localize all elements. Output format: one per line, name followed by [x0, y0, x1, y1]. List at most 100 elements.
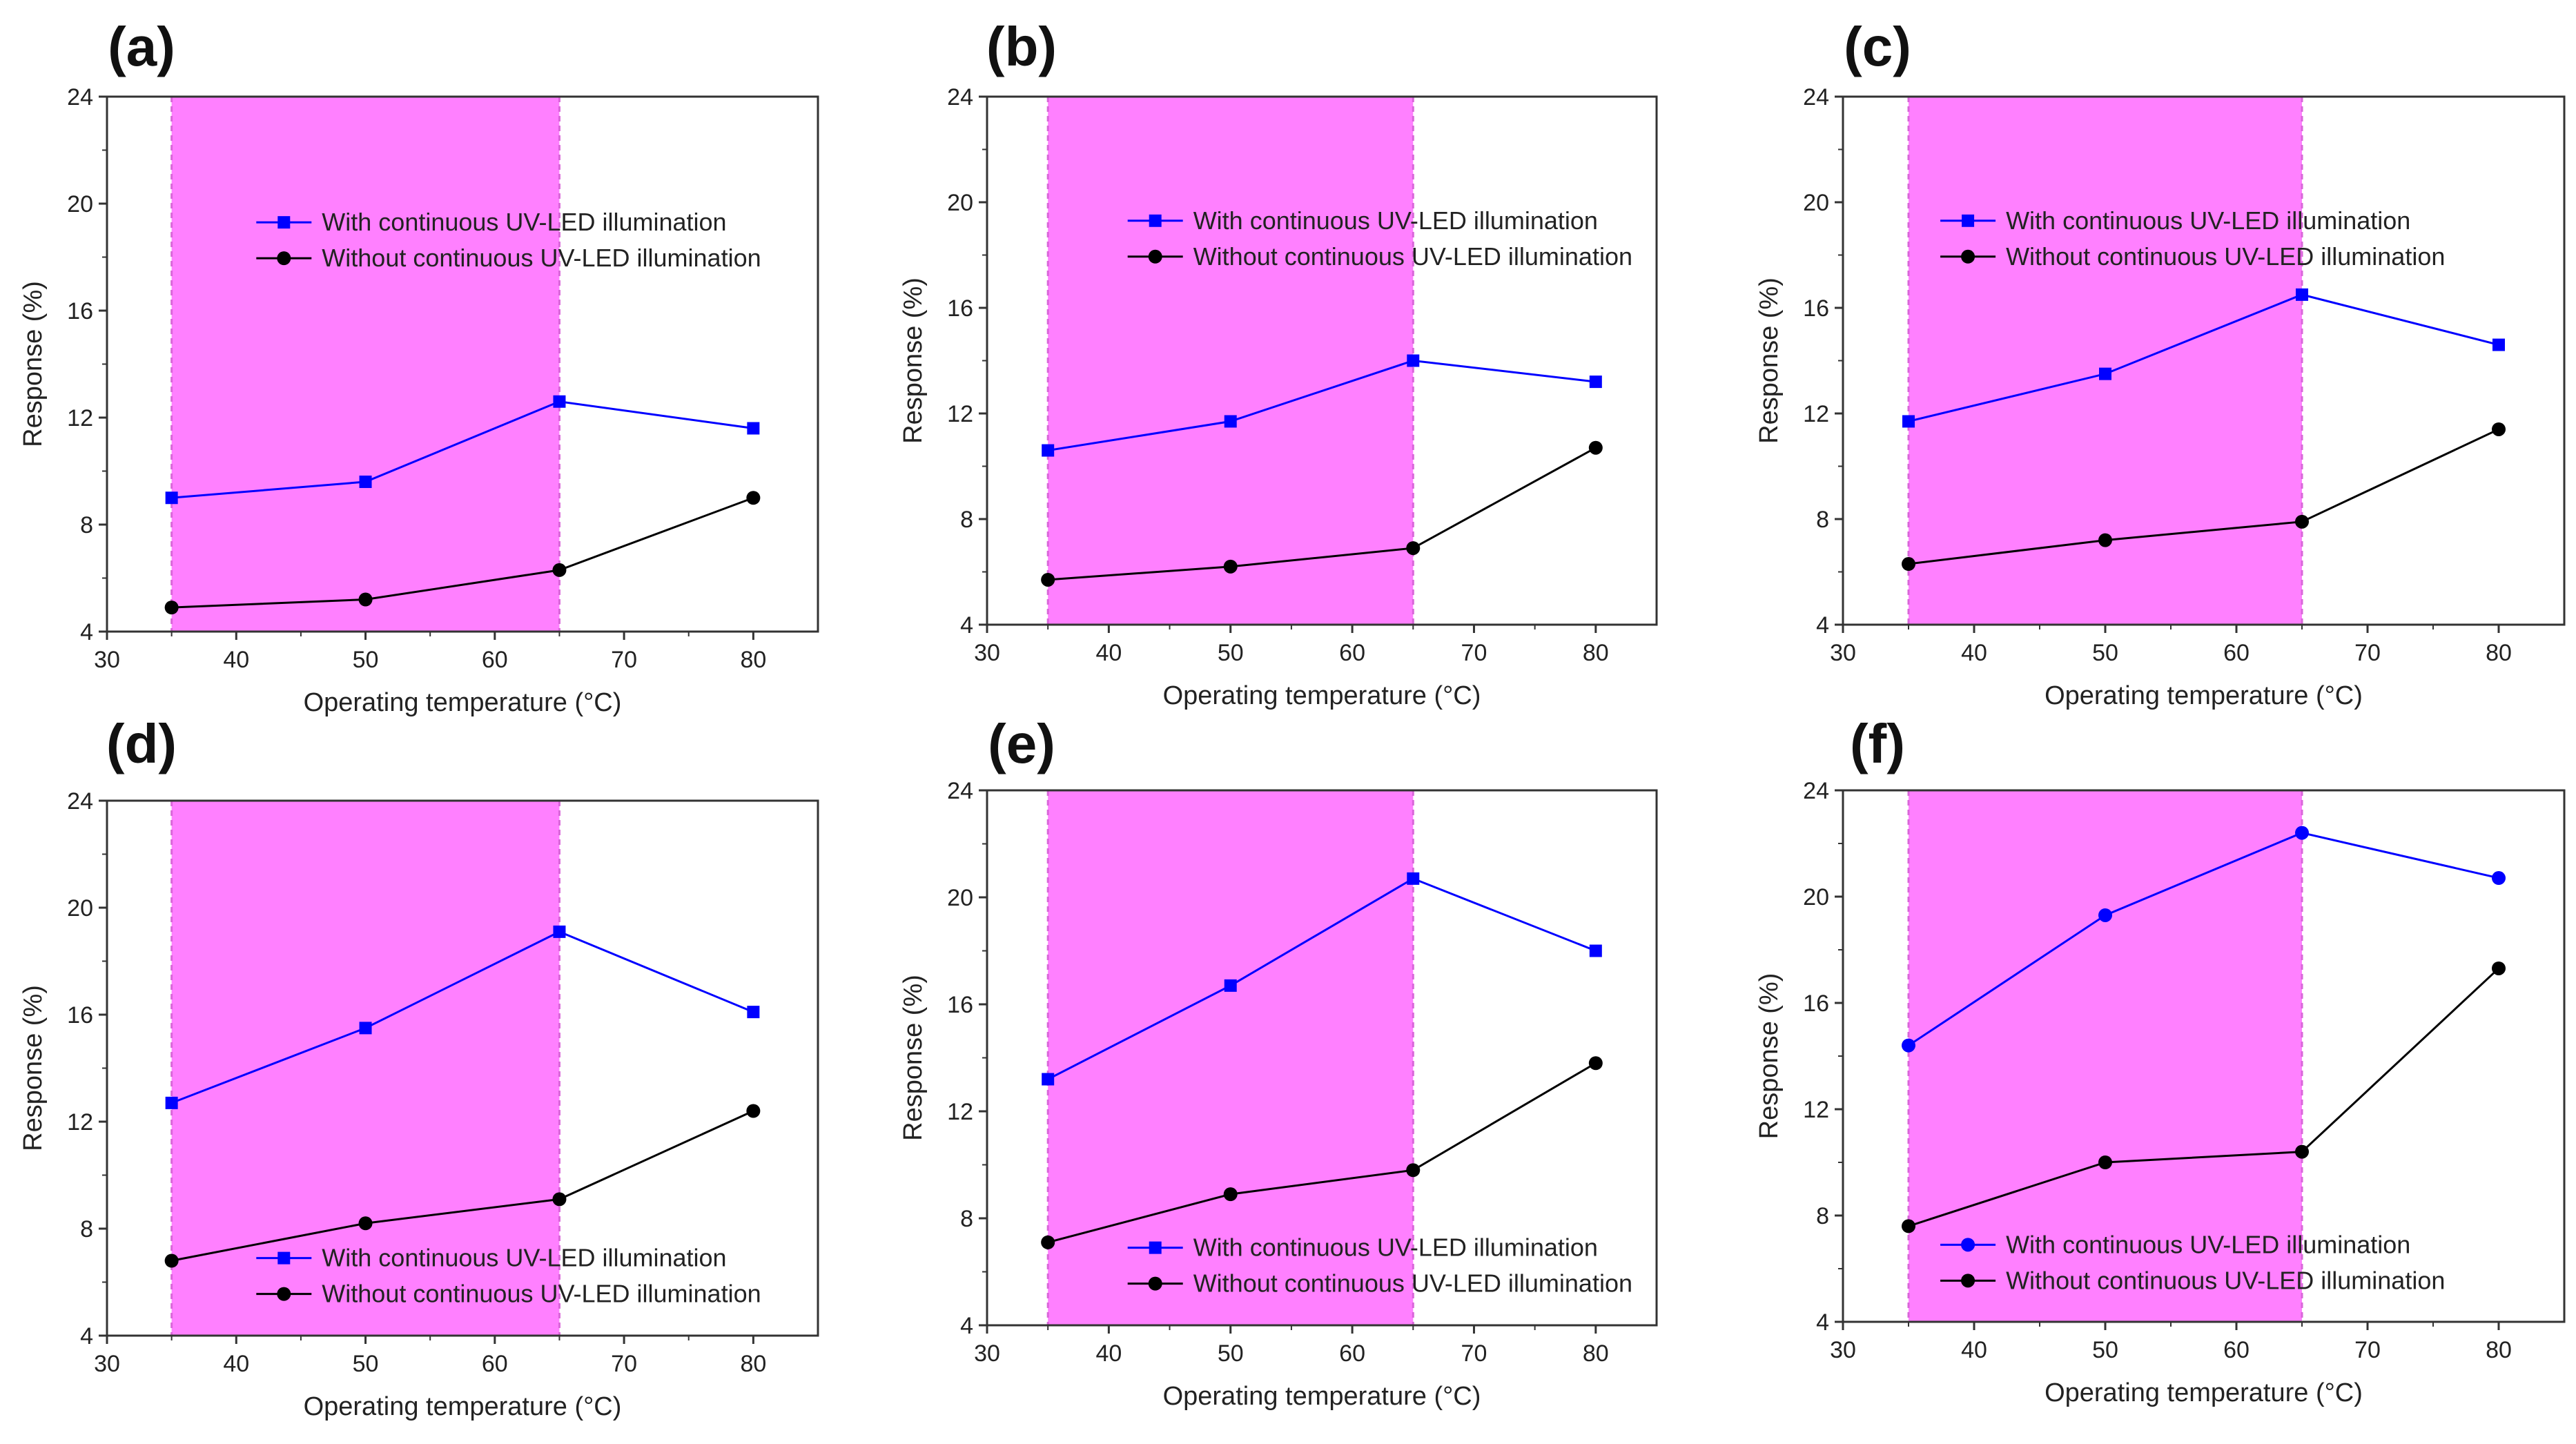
legend-marker [1961, 1238, 1975, 1252]
data-point-with-uv-80 [747, 1006, 760, 1019]
legend-label: With continuous UV-LED illumination [322, 1244, 726, 1272]
data-point-with-uv-35 [1902, 1038, 1915, 1053]
y-tick-label: 8 [80, 512, 93, 538]
y-tick-label: 16 [947, 295, 973, 322]
data-point-with-uv-65 [553, 925, 566, 938]
data-point-without-uv-35 [164, 1253, 179, 1268]
y-tick-label: 16 [1803, 991, 1829, 1017]
highlight-region [1048, 790, 1414, 1325]
legend-marker [1149, 214, 1162, 227]
legend-label: With continuous UV-LED illumination [2006, 1230, 2410, 1258]
y-tick-label: 24 [1803, 778, 1829, 804]
series-line-with-uv [1047, 359, 1596, 452]
data-point-without-uv-80 [1588, 440, 1603, 455]
highlight-region [1048, 97, 1414, 625]
legend-label: Without continuous UV-LED illumination [322, 244, 761, 272]
y-tick-label: 20 [67, 191, 93, 217]
x-tick-label: 50 [353, 1351, 379, 1377]
y-tick-label: 24 [1803, 84, 1829, 110]
y-tick-label: 12 [67, 405, 93, 431]
x-tick-label: 70 [2354, 1337, 2381, 1363]
data-point-with-uv-65 [2295, 826, 2309, 840]
y-tick-label: 12 [947, 401, 973, 427]
legend-marker [277, 216, 291, 229]
panel-letter-f: (f) [1850, 713, 1905, 774]
y-axis-title: Response (%) [19, 281, 48, 447]
legend-label: Without continuous UV-LED illumination [2006, 1266, 2445, 1294]
data-point-without-uv-65 [2295, 514, 2309, 529]
data-point-with-uv-50 [2098, 908, 2112, 922]
y-tick-label: 24 [67, 84, 93, 110]
x-tick-label: 60 [1339, 640, 1365, 666]
data-point-with-uv-35 [165, 1096, 178, 1109]
x-tick-label: 60 [2223, 1337, 2250, 1363]
legend-marker [277, 1287, 291, 1301]
legend: With continuous UV-LED illumination Witho… [1940, 206, 2445, 271]
data-point-without-uv-50 [358, 1216, 373, 1231]
y-tick-label: 8 [80, 1216, 93, 1242]
x-tick-label: 40 [1961, 1337, 1987, 1363]
y-tick-label: 4 [960, 612, 973, 638]
y-tick-label: 20 [947, 190, 973, 216]
y-tick-label: 12 [947, 1099, 973, 1125]
y-tick-label: 8 [1816, 1203, 1829, 1229]
data-point-without-uv-65 [1406, 541, 1421, 556]
x-tick-label: 50 [2092, 640, 2118, 666]
panel-letter-a: (a) [108, 16, 175, 77]
data-point-without-uv-50 [2098, 533, 2112, 547]
x-tick-label: 30 [974, 640, 1000, 666]
panel-letter-b: (b) [986, 16, 1057, 77]
series-line-without-uv [1908, 428, 2499, 565]
series-line-without-uv [1047, 1062, 1597, 1244]
x-tick-label: 70 [1461, 1340, 1487, 1367]
x-axis-title: Operating temperature (°C) [1163, 1382, 1481, 1411]
data-point-with-uv-65 [1407, 354, 1420, 367]
x-tick-label: 30 [94, 1351, 120, 1377]
highlight-region [171, 801, 560, 1336]
legend-marker [1149, 1241, 1162, 1254]
legend-label: With continuous UV-LED illumination [1193, 1233, 1598, 1262]
legend-label: Without continuous UV-LED illumination [1193, 242, 1632, 271]
data-point-without-uv-65 [552, 1192, 567, 1207]
series-line-without-uv [1048, 447, 1597, 581]
legend-marker [1148, 249, 1162, 264]
x-tick-label: 50 [1218, 640, 1244, 666]
legend-marker [277, 1251, 291, 1265]
y-tick-label: 24 [947, 778, 973, 804]
data-point-with-uv-65 [2296, 288, 2308, 301]
y-axis-title: Response (%) [19, 985, 48, 1151]
x-axis-title: Operating temperature (°C) [304, 688, 622, 717]
y-axis-title: Response (%) [899, 277, 928, 444]
legend: With continuous UV-LED illumination Witho… [256, 208, 761, 272]
data-point-with-uv-50 [1224, 415, 1237, 428]
panel-letter-d: (d) [106, 713, 177, 774]
y-tick-label: 16 [1803, 295, 1829, 322]
chart-panel-a: (a) 30 40 50 60 70 80 4 8 12 16 20 24 Operating tempe… [19, 16, 819, 717]
series-line-with-uv [171, 930, 754, 1104]
data-point-without-uv-80 [2492, 961, 2506, 975]
x-tick-label: 50 [2092, 1337, 2118, 1363]
x-tick-label: 70 [611, 647, 637, 673]
y-axis-title: Response (%) [1755, 973, 1784, 1140]
series-line-with-uv [1047, 877, 1597, 1080]
data-point-without-uv-65 [552, 563, 567, 577]
data-point-with-uv-35 [1902, 415, 1915, 428]
x-tick-label: 70 [1461, 640, 1487, 666]
series-line-without-uv [171, 496, 754, 609]
data-point-without-uv-80 [746, 491, 761, 505]
legend: With continuous UV-LED illumination Witho… [256, 1244, 761, 1308]
legend-marker [1148, 1276, 1162, 1291]
data-point-without-uv-80 [746, 1104, 761, 1118]
x-tick-label: 60 [482, 647, 508, 673]
x-tick-label: 80 [2486, 1337, 2512, 1363]
data-point-without-uv-50 [1223, 559, 1238, 574]
y-tick-label: 12 [1803, 401, 1829, 427]
data-point-with-uv-50 [2099, 367, 2111, 380]
data-point-without-uv-50 [2098, 1155, 2112, 1169]
panel-letter-e: (e) [988, 713, 1055, 774]
series-line-without-uv [1908, 967, 2500, 1227]
legend-marker [1961, 1274, 1975, 1288]
x-axis-title: Operating temperature (°C) [304, 1392, 622, 1421]
series-line-with-uv [1908, 293, 2499, 422]
y-tick-label: 16 [67, 1002, 93, 1028]
